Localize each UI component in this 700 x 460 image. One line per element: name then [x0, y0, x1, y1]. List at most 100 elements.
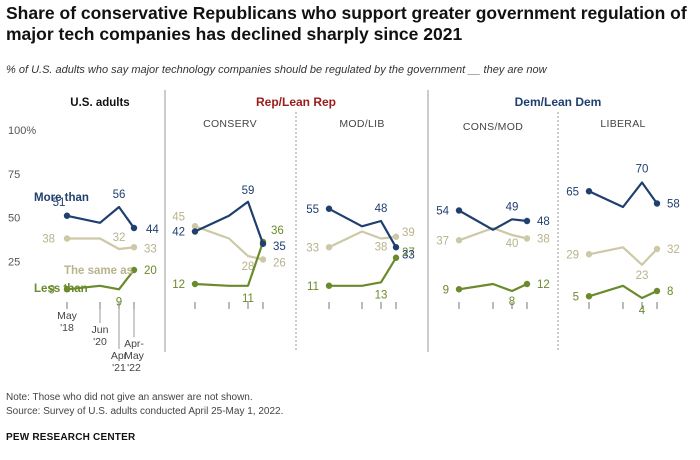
data-point-same [523, 235, 531, 242]
data-point-less [585, 293, 593, 300]
data-label-more: 59 [242, 185, 255, 197]
data-point-less [455, 286, 463, 293]
group-header-dem: Dem/Lean Dem [515, 95, 602, 109]
data-label-same: 28 [242, 261, 255, 273]
data-label-more: 48 [375, 203, 388, 215]
data-label-more: 58 [667, 199, 680, 211]
data-label-less: 5 [573, 291, 579, 303]
data-label-more: 35 [273, 241, 286, 253]
data-label-less: 20 [144, 265, 157, 277]
x-tick-label: '22 [127, 362, 141, 374]
x-tick-label: Apr [111, 350, 128, 362]
series-line-more [328, 207, 397, 248]
data-label-less: 8 [509, 296, 515, 308]
panel-header: U.S. adults [70, 97, 129, 109]
data-label-less: 9 [443, 284, 449, 296]
x-tick-label: Apr- [124, 338, 144, 350]
data-point-more [63, 212, 71, 219]
data-label-same: 32 [113, 232, 126, 244]
data-label-same: 45 [172, 211, 185, 223]
chart-subtitle: % of U.S. adults who say major technolog… [6, 64, 547, 76]
data-point-less [523, 280, 531, 288]
series-line-less [458, 282, 528, 293]
y-tick-label: 25 [8, 256, 20, 268]
data-point-same [455, 237, 463, 244]
data-label-less: 36 [271, 225, 284, 237]
group-header-rep: Rep/Lean Rep [256, 95, 336, 109]
data-point-more [392, 244, 400, 251]
data-label-more: 44 [146, 224, 159, 236]
series-label-more: More than [34, 192, 89, 204]
data-point-same [325, 244, 333, 251]
x-tick-label: '21 [112, 362, 126, 374]
data-label-more: 42 [172, 227, 185, 239]
data-label-same: 37 [436, 235, 449, 247]
data-label-same: 38 [42, 234, 55, 246]
data-point-more [585, 188, 593, 195]
data-label-same: 23 [636, 270, 649, 282]
data-label-same: 33 [144, 243, 157, 255]
note-text: Note: Those who did not give an answer a… [6, 392, 253, 403]
data-label-more: 51 [53, 197, 66, 209]
data-point-same [63, 235, 71, 242]
data-point-less [325, 282, 333, 289]
data-point-more [455, 207, 463, 214]
x-tick-label: '20 [93, 336, 107, 348]
data-label-more: 65 [566, 186, 579, 198]
data-label-same: 38 [375, 242, 388, 254]
data-label-more: 48 [537, 216, 550, 228]
data-point-more [259, 240, 267, 247]
series-line-same [458, 226, 528, 242]
y-tick-label: 75 [8, 169, 20, 181]
series-line-less [66, 269, 135, 291]
series-line-less [194, 241, 265, 287]
data-label-more: 56 [113, 189, 126, 201]
data-point-same [392, 233, 400, 240]
data-point-less [130, 266, 138, 274]
data-point-less [653, 287, 661, 295]
series-label-same: The same as [64, 265, 133, 277]
chart-title: Share of conservative Republicans who su… [6, 3, 687, 44]
data-label-more: 33 [402, 249, 415, 261]
data-label-less: 27 [402, 247, 415, 259]
data-label-less: 12 [172, 279, 185, 291]
data-point-same [653, 245, 661, 253]
data-label-less: 13 [375, 289, 388, 301]
data-label-less: 9 [49, 284, 55, 296]
x-tick-label: '18 [60, 322, 74, 334]
y-tick-label: 100% [8, 125, 36, 137]
panel-header: CONS/MOD [463, 121, 523, 133]
data-point-less [191, 280, 199, 288]
data-label-same: 33 [306, 242, 319, 254]
series-line-same [588, 246, 658, 266]
data-label-less: 8 [667, 286, 673, 298]
source-text: Source: Survey of U.S. adults conducted … [6, 406, 284, 417]
data-label-less: 9 [116, 296, 122, 308]
data-label-more: 49 [506, 201, 519, 213]
data-label-more: 70 [636, 164, 649, 176]
data-point-more [523, 217, 531, 225]
data-label-same: 29 [566, 249, 579, 261]
series-line-more [66, 205, 135, 229]
data-label-more: 55 [306, 204, 319, 216]
data-point-same [259, 256, 267, 263]
x-tick-label: May [57, 310, 78, 322]
data-label-same: 39 [402, 227, 415, 239]
data-label-less: 11 [307, 281, 319, 293]
data-point-more [191, 228, 199, 235]
series-line-more [194, 200, 265, 245]
data-label-same: 26 [273, 258, 286, 270]
data-label-same: 40 [506, 238, 519, 250]
data-point-more [130, 224, 138, 232]
series-line-more [458, 209, 528, 231]
panel-header: CONSERV [203, 118, 257, 130]
series-line-same [328, 230, 397, 249]
chart-area: 100% 75 50 25 Rep/Lean Rep Dem/Lean Dem U.S. a… [8, 90, 680, 374]
data-label-less: 11 [242, 293, 254, 305]
series-line-same [194, 225, 264, 261]
data-point-same [585, 251, 593, 258]
data-point-more [325, 205, 333, 212]
data-label-less: 4 [639, 305, 646, 317]
data-label-more: 54 [436, 206, 449, 218]
series-line-less [329, 257, 397, 287]
